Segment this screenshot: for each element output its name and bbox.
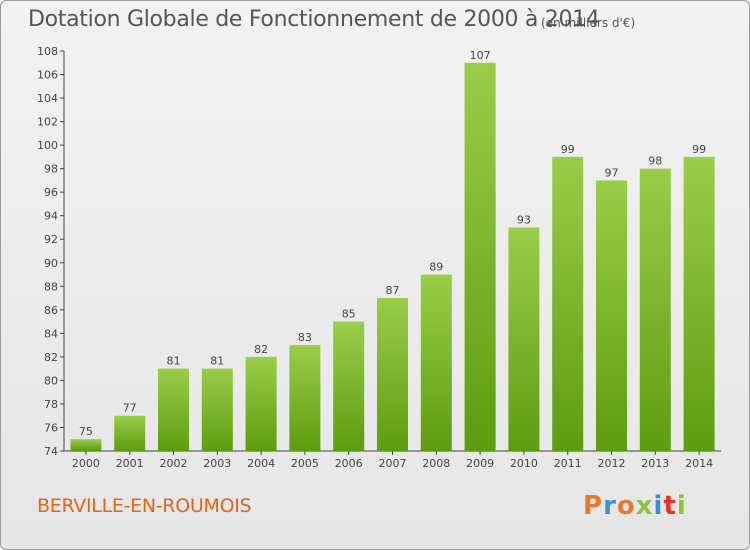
y-tick-label: 88	[44, 280, 58, 293]
x-tick-label-2007: 2007	[379, 457, 407, 470]
bar-2007	[377, 298, 408, 451]
y-tick-label: 74	[44, 445, 58, 458]
y-tick-label: 90	[44, 257, 58, 270]
x-tick-label-2012: 2012	[598, 457, 626, 470]
y-tick-label: 96	[44, 186, 58, 199]
x-tick-label-2006: 2006	[335, 457, 363, 470]
data-label-2001: 77	[123, 402, 137, 415]
y-tick-label: 80	[44, 374, 58, 387]
y-tick-label: 76	[44, 421, 58, 434]
proxiti-logo: Proxiti	[583, 491, 687, 521]
x-tick-label-2013: 2013	[641, 457, 669, 470]
y-tick-label: 78	[44, 398, 58, 411]
y-tick-label: 82	[44, 351, 58, 364]
bar-2005	[289, 345, 321, 451]
x-tick-label-2008: 2008	[422, 457, 450, 470]
data-label-2014: 99	[692, 143, 706, 156]
data-label-2007: 87	[386, 284, 400, 297]
data-label-2005: 83	[298, 331, 312, 344]
data-label-2009: 107	[470, 49, 491, 62]
commune-name: BERVILLE-EN-ROUMOIS	[37, 495, 252, 517]
bar-2008	[420, 274, 452, 451]
x-tick-label-2003: 2003	[203, 457, 231, 470]
bar-2003	[201, 368, 233, 451]
x-tick-label-2004: 2004	[247, 457, 275, 470]
y-tick-label: 84	[44, 327, 58, 340]
x-tick-label-2009: 2009	[466, 457, 494, 470]
x-tick-label-2001: 2001	[116, 457, 144, 470]
bar-2002	[158, 368, 189, 451]
data-label-2010: 93	[517, 213, 531, 226]
y-tick-label: 108	[37, 45, 58, 58]
x-tick-label-2011: 2011	[554, 457, 582, 470]
bar-2012	[596, 180, 627, 452]
bar-2000	[70, 439, 102, 451]
x-tick-label-2014: 2014	[685, 457, 713, 470]
x-tick-label-2002: 2002	[160, 457, 188, 470]
data-label-2004: 82	[254, 343, 268, 356]
bar-2011	[552, 156, 584, 451]
data-label-2008: 89	[429, 261, 443, 274]
data-label-2011: 99	[561, 143, 575, 156]
y-tick-label: 100	[37, 139, 58, 152]
chart-title: Dotation Globale de Fonctionnement de 20…	[28, 7, 600, 32]
bar-2004	[245, 356, 277, 451]
data-label-2006: 85	[342, 308, 356, 321]
x-tick-label-2010: 2010	[510, 457, 538, 470]
data-label-2013: 98	[648, 155, 662, 168]
y-tick-label: 86	[44, 304, 58, 317]
data-label-2003: 81	[210, 355, 224, 368]
bar-2001	[114, 415, 146, 451]
x-tick-label-2005: 2005	[291, 457, 319, 470]
bar-2010	[508, 227, 540, 451]
y-tick-label: 106	[37, 69, 58, 82]
y-tick-label: 102	[37, 116, 58, 129]
bar-2013	[639, 168, 671, 451]
data-label-2012: 97	[605, 166, 619, 179]
x-tick-label-2000: 2000	[72, 457, 100, 470]
bar-2014	[683, 156, 715, 451]
y-tick-label: 98	[44, 163, 58, 176]
chart-unit: (en milliers d'€)	[541, 16, 636, 30]
y-tick-label: 92	[44, 233, 58, 246]
data-label-2000: 75	[79, 425, 93, 438]
bar-2006	[333, 321, 365, 451]
bar-2009	[464, 62, 496, 451]
y-tick-label: 94	[44, 210, 58, 223]
y-tick-label: 104	[37, 92, 58, 105]
data-label-2002: 81	[167, 355, 181, 368]
